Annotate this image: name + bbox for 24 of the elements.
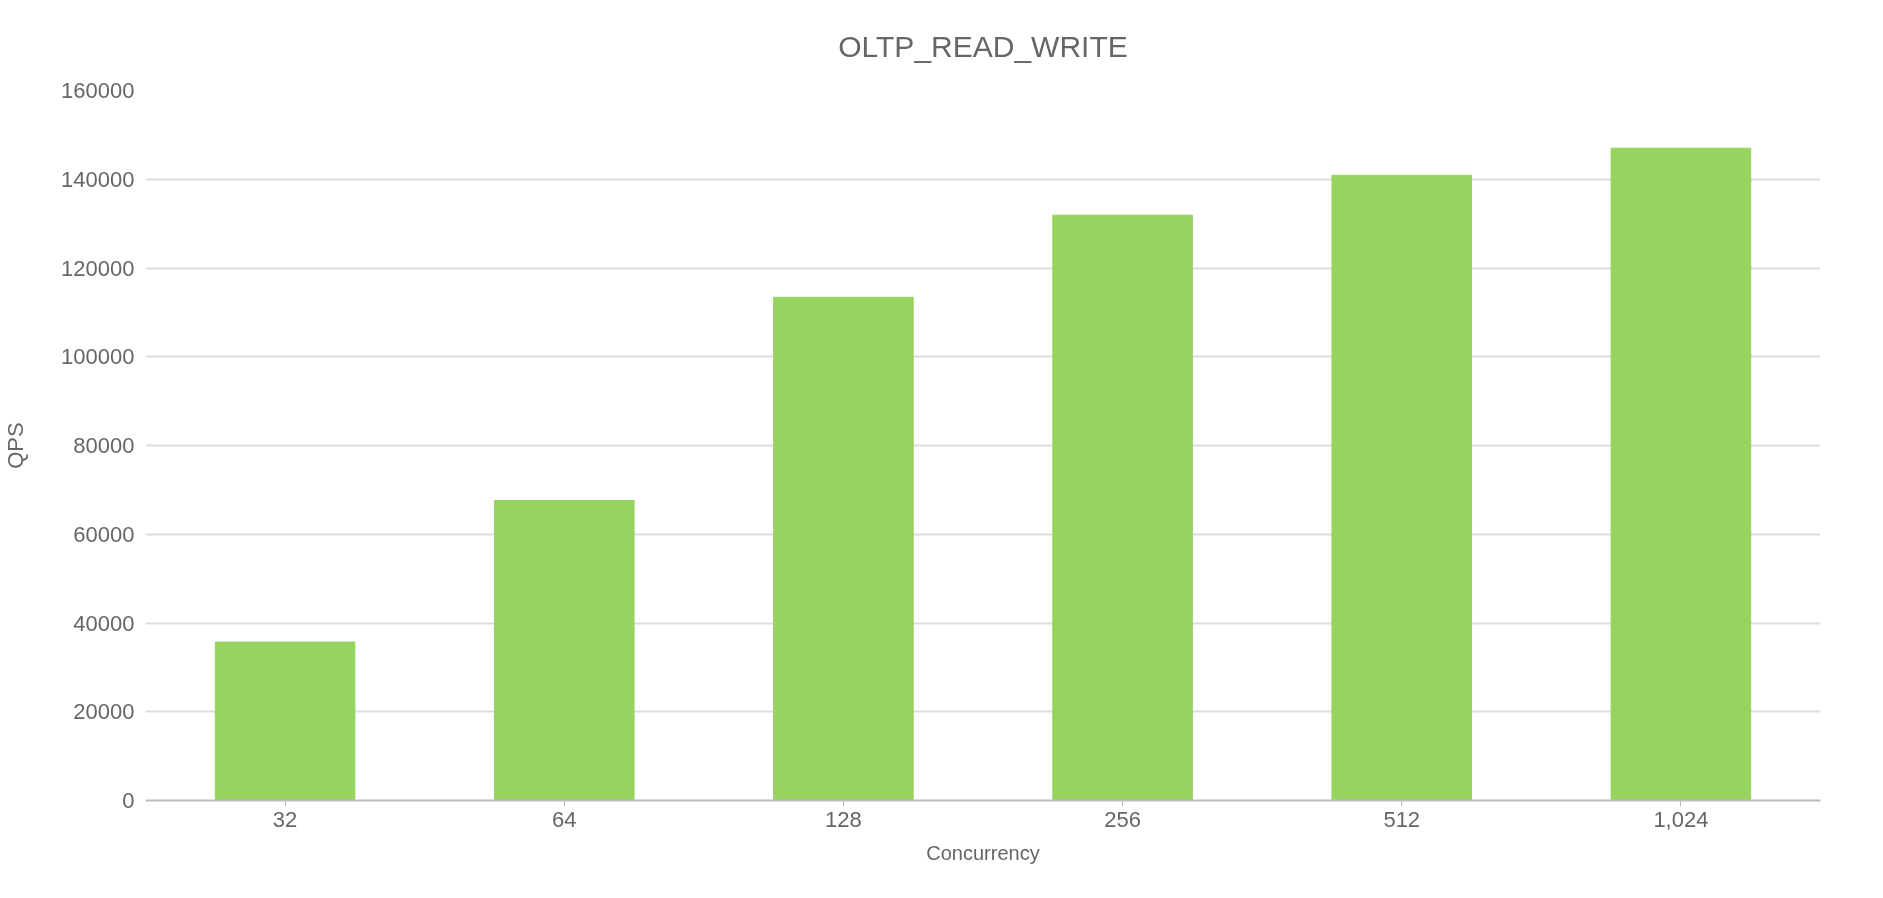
bar — [493, 500, 635, 801]
bar — [1331, 174, 1473, 801]
bar — [1052, 214, 1193, 801]
chart-title: OLTP_READ_WRITE — [838, 30, 1128, 63]
x-tick-label: 128 — [825, 806, 862, 832]
y-tick-label: 100000 — [61, 344, 135, 370]
bar — [1610, 147, 1752, 801]
x-tick-label: 64 — [552, 806, 577, 832]
x-tick-label: 512 — [1383, 806, 1421, 832]
y-tick-label: 120000 — [61, 255, 135, 281]
y-tick-label: 140000 — [61, 166, 135, 192]
y-tick-label: 160000 — [61, 78, 135, 103]
x-tick-label: 1,024 — [1653, 806, 1709, 832]
y-tick-label: 40000 — [73, 610, 135, 636]
bar — [214, 641, 356, 801]
y-tick-label: 80000 — [73, 433, 135, 458]
y-tick-label: 60000 — [73, 521, 135, 547]
y-axis-title: QPS — [3, 422, 29, 469]
bar — [773, 296, 914, 801]
y-tick-label: 0 — [122, 788, 135, 813]
x-tick-label: 32 — [272, 806, 298, 832]
x-tick-label: 256 — [1104, 806, 1141, 832]
x-axis-title: Concurrency — [926, 841, 1040, 864]
y-tick-label: 20000 — [73, 699, 135, 725]
